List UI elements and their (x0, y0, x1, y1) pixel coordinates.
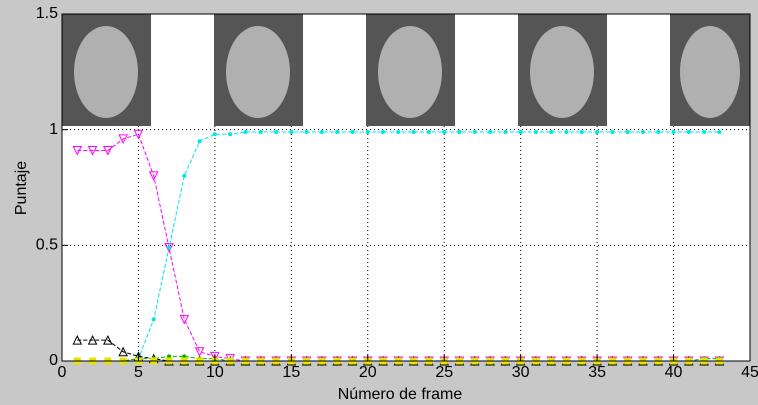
marker (210, 351, 220, 362)
marker (167, 245, 172, 250)
marker (197, 139, 202, 144)
marker (717, 129, 722, 134)
marker (274, 129, 279, 134)
marker (243, 129, 248, 134)
marker (72, 335, 83, 345)
x-tick-label: 15 (282, 364, 300, 381)
axes-box (61, 13, 751, 362)
face-images (62, 14, 750, 126)
marker (472, 129, 477, 134)
marker (335, 129, 340, 134)
marker (518, 129, 523, 134)
marker (179, 314, 190, 325)
marker (182, 354, 187, 359)
marker (564, 129, 569, 134)
x-tick-label: 5 (134, 364, 143, 381)
marker (656, 129, 661, 134)
marker (671, 129, 676, 134)
x-tick-label: 10 (206, 364, 224, 381)
marker (350, 129, 355, 134)
marker (533, 129, 538, 134)
marker (549, 129, 554, 134)
x-tick-label: 40 (665, 364, 683, 381)
marker (72, 145, 83, 156)
face-image (530, 26, 594, 118)
marker (194, 347, 205, 357)
marker (595, 129, 600, 134)
marker (610, 129, 615, 134)
marker (103, 145, 113, 156)
y-axis-label: Puntaje (13, 161, 30, 215)
marker (686, 129, 691, 134)
x-tick-label: 45 (741, 364, 758, 381)
axes: 0 5 10 15 20 25 30 35 40 45 0 0.5 1 1.5 (36, 5, 758, 381)
marker (426, 129, 431, 134)
x-tick-label: 20 (359, 364, 377, 381)
marker (103, 335, 113, 345)
marker (148, 171, 159, 182)
marker (304, 129, 309, 134)
marker (87, 335, 98, 345)
marker (118, 346, 128, 357)
marker (182, 173, 187, 178)
marker (625, 129, 630, 134)
marker (289, 129, 294, 134)
marker (702, 129, 707, 134)
marker (167, 354, 172, 359)
marker (87, 145, 98, 156)
face-image (378, 26, 442, 118)
marker (396, 129, 401, 134)
marker (381, 129, 386, 134)
series (75, 129, 722, 363)
marker (503, 129, 508, 134)
marker (212, 132, 217, 137)
y-tick-label: 0.5 (36, 237, 58, 254)
x-tick-label: 25 (435, 364, 453, 381)
y-tick-label: 1 (49, 121, 58, 138)
marker (442, 129, 447, 134)
marker (640, 129, 645, 134)
marker (118, 134, 128, 145)
marker (579, 129, 584, 134)
marker (411, 129, 416, 134)
x-tick-label: 30 (512, 364, 530, 381)
y-tick-label: 0 (49, 352, 58, 369)
marker (133, 129, 144, 140)
face-image (226, 26, 290, 118)
marker (151, 317, 156, 322)
x-axis-label: Número de frame (338, 386, 463, 403)
x-tick-label: 0 (58, 364, 67, 381)
marker (488, 129, 493, 134)
marker (365, 129, 370, 134)
face-image (680, 26, 740, 118)
marker (457, 129, 462, 134)
x-tick-label: 35 (588, 364, 606, 381)
marker (258, 129, 263, 134)
face-image (74, 26, 138, 118)
y-tick-label: 1.5 (36, 5, 58, 22)
marker (319, 129, 324, 134)
marker (228, 132, 233, 137)
